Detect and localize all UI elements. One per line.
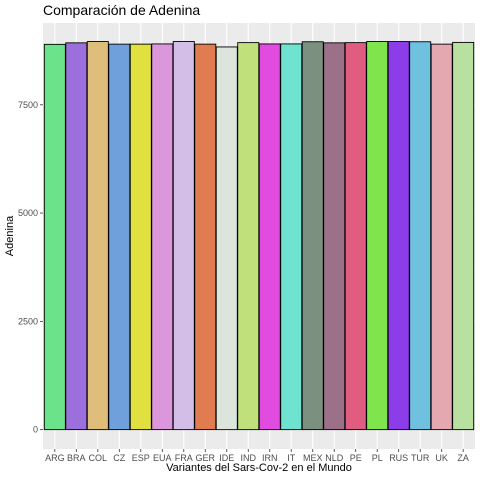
bar-tur [409, 41, 432, 431]
x-tick-label: IND [241, 453, 257, 463]
x-tick-label: RUS [389, 453, 408, 463]
x-axis-title: Variantes del Sars-Cov-2 en el Mundo [166, 462, 352, 474]
x-tick-label: PL [372, 453, 383, 463]
bar-nld [323, 42, 346, 431]
x-tick-label: ARG [45, 453, 65, 463]
bar-pe [344, 42, 367, 431]
bar-col [86, 41, 109, 431]
x-tick-label: PE [350, 453, 362, 463]
bar-rus [387, 41, 410, 431]
y-tick-label: 2500 [18, 316, 38, 326]
y-tick-label: 0 [33, 425, 38, 435]
x-tick-label: IDE [219, 453, 234, 463]
y-tick-label: 5000 [18, 208, 38, 218]
y-axis-title: Adenina [4, 215, 16, 256]
bar-it [280, 43, 303, 431]
bar-ind [237, 42, 260, 431]
bar-uk [430, 43, 453, 431]
bar-mex [301, 41, 324, 431]
bar-irn [258, 43, 281, 431]
bar-cz [108, 43, 131, 431]
bar-fra [172, 41, 195, 431]
bar-bra [65, 42, 88, 431]
x-tick-label: TUR [411, 453, 430, 463]
chart-title: Comparación de Adenina [43, 2, 200, 18]
y-tick-label: 7500 [18, 100, 38, 110]
x-axis: ARG BRA COL CZ ESP EUA FRA GER IDE IND IRN IT MEX NLD… [45, 449, 469, 463]
x-tick-label: COL [89, 453, 108, 463]
x-tick-label: MEX [303, 453, 323, 463]
x-tick-label: IRN [262, 453, 278, 463]
bar-za [452, 41, 475, 431]
x-tick-label: EUA [153, 453, 172, 463]
x-tick-label: CZ [113, 453, 125, 463]
x-tick-label: NLD [325, 453, 344, 463]
x-tick-label: FRA [175, 453, 193, 463]
bar-pl [366, 41, 389, 431]
bar-ger [194, 43, 217, 431]
x-tick-label: UK [435, 453, 448, 463]
x-tick-label: IT [287, 453, 296, 463]
x-tick-label: GER [196, 453, 216, 463]
bar-arg [43, 43, 66, 431]
bar-eua [151, 43, 174, 431]
bar-ide [215, 46, 238, 431]
x-tick-label: ZA [457, 453, 469, 463]
y-axis: 0 2500 5000 7500 [18, 100, 43, 435]
x-tick-label: BRA [67, 453, 86, 463]
bar-esp [129, 43, 152, 431]
x-tick-label: ESP [132, 453, 150, 463]
bars [43, 41, 475, 431]
